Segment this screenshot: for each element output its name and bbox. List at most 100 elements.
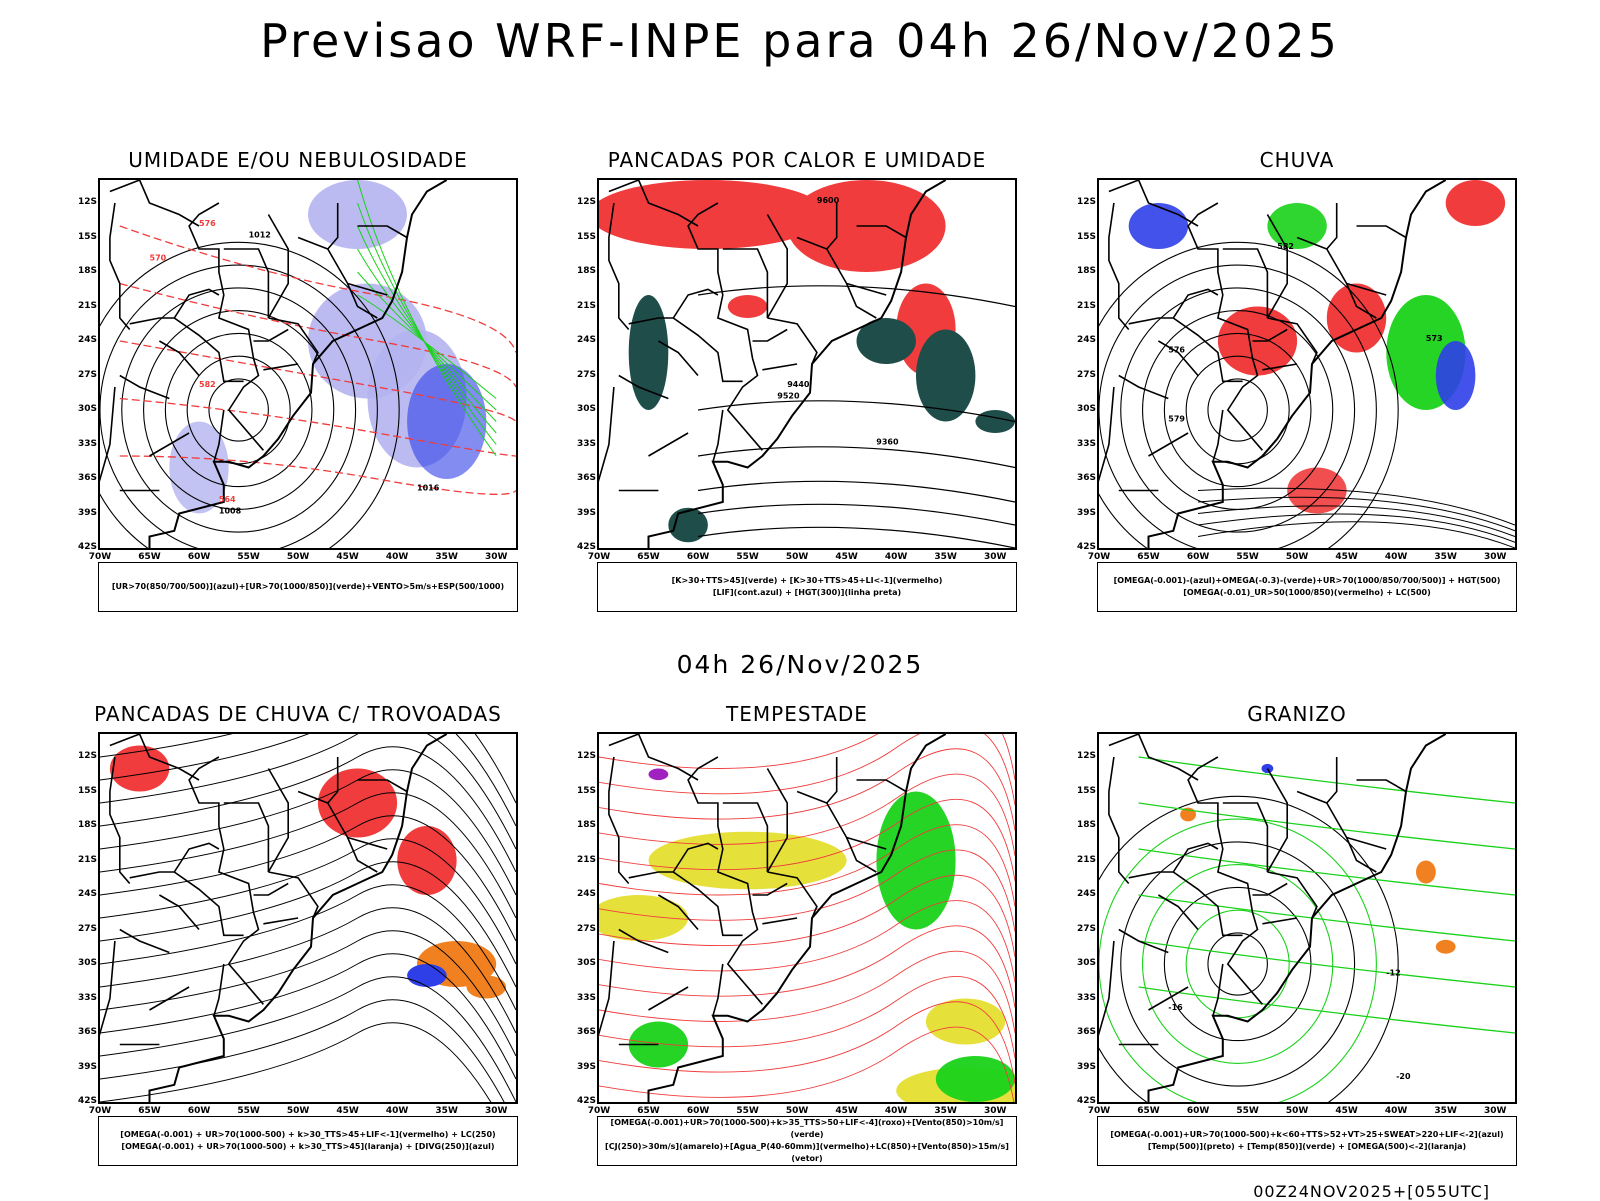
legend-box: [OMEGA(-0.001)+UR>70(1000-500)+k<60+TTS>…	[1097, 1116, 1517, 1166]
shaded-area	[1416, 860, 1436, 884]
border-line	[856, 779, 907, 793]
border-line	[618, 374, 669, 400]
lat-tick-label: 21S	[576, 854, 596, 865]
lon-tick-label: 35W	[934, 1106, 957, 1116]
border-line	[268, 871, 319, 919]
border-line	[268, 317, 319, 365]
border-line	[762, 363, 798, 371]
lon-tick-label: 65W	[1137, 1106, 1160, 1116]
panel-tempestade: TEMPESTADE 12S 15S 18S 21S 24S 27S 30S 33S 36S 39S…	[577, 702, 1017, 1182]
shaded-area	[1287, 467, 1347, 514]
contour-line	[119, 455, 516, 495]
lat-tick-label: 36S	[1076, 1027, 1096, 1037]
lon-tick-label: 70W	[587, 552, 611, 562]
shaded-area	[648, 768, 669, 781]
legend-line: [LIF](cont.azul) + [HGT(300)](linha pret…	[712, 588, 902, 597]
contour-line	[1197, 521, 1515, 548]
lon-tick-label: 55W	[1236, 1106, 1259, 1116]
border-line	[149, 432, 190, 457]
contour-line	[1138, 848, 1515, 896]
lat-tick-label: 36S	[576, 1027, 596, 1037]
coastline	[647, 734, 947, 1102]
lat-tick-label: 39S	[77, 507, 97, 518]
contour-label: 1016	[417, 484, 440, 493]
contour-line	[121, 287, 357, 533]
shaded-area	[925, 998, 1006, 1045]
border-line	[1099, 386, 1115, 482]
contour-lines	[100, 180, 516, 548]
lon-tick-label: 70W	[587, 1106, 611, 1116]
border-line	[109, 756, 131, 885]
border-line	[158, 894, 200, 931]
border-line	[1266, 768, 1288, 873]
contour-line	[1198, 496, 1515, 532]
contour-line	[1197, 513, 1515, 543]
lat-tick-label: 27S	[576, 923, 596, 934]
border-line	[752, 882, 788, 896]
border-line	[826, 203, 838, 250]
contour-line	[1142, 864, 1334, 1064]
lon-tick-label: 60W	[1186, 552, 1210, 562]
lat-tick-label: 33S	[77, 992, 97, 1003]
border-line	[766, 768, 788, 873]
border-line	[599, 386, 615, 482]
lon-tick-label: 60W	[187, 1106, 211, 1116]
contour-line	[599, 925, 1015, 1008]
lat-tick-label: 42S	[576, 1096, 596, 1106]
shaded-area	[975, 410, 1015, 433]
border-line	[1128, 288, 1219, 325]
contour-line	[1207, 378, 1268, 442]
lat-tick-label: 33S	[576, 438, 596, 449]
lat-tick-label: 12S	[576, 197, 596, 207]
border-line	[100, 386, 116, 482]
border-line	[253, 882, 289, 896]
legend-line: [OMEGA(-0.001)+UR>70(1000-500)+k>35_TTS>…	[610, 1118, 1004, 1139]
panel-pancadas-calor: PANCADAS POR CALOR E UMIDADE 9600 9520 9440…	[577, 148, 1017, 628]
border-line	[357, 779, 408, 793]
lat-tick-label: 30S	[576, 404, 596, 414]
lon-tick-label: 45W	[835, 552, 858, 562]
lat-tick-label: 42S	[576, 542, 596, 552]
contour-label: 564	[219, 495, 236, 504]
contour-line	[599, 900, 1015, 983]
lat-tick-label: 18S	[77, 820, 97, 830]
lat-tick-label: 42S	[1076, 542, 1096, 552]
map-svg: 582 576 573 579	[1099, 180, 1515, 548]
border-line	[767, 317, 818, 365]
lat-tick-label: 15S	[77, 231, 97, 242]
lat-tick-label: 27S	[77, 369, 97, 380]
border-line	[608, 180, 699, 227]
lat-tick-label: 18S	[576, 266, 596, 276]
lon-tick-label: 50W	[1285, 552, 1309, 562]
shaded-area	[1267, 203, 1327, 249]
contour-line	[1120, 287, 1356, 533]
streamline	[100, 815, 516, 942]
border-line	[1267, 317, 1318, 365]
lon-tick-label: 70W	[1087, 552, 1111, 562]
shaded-area	[856, 318, 916, 364]
contour-line	[599, 874, 1015, 958]
lat-tick-label: 15S	[77, 785, 97, 796]
lon-tick-label: 35W	[934, 552, 957, 562]
legend-line: [OMEGA(-0.001) + UR>70(1000-500) + k>30_…	[121, 1142, 495, 1151]
run-info: 00Z24NOV2025+[055UTC]	[1253, 1182, 1490, 1201]
lon-tick-label: 60W	[187, 552, 211, 562]
contour-line	[599, 976, 1015, 1059]
streamline	[100, 734, 516, 850]
map-plot	[98, 732, 518, 1104]
contour-label: 9520	[777, 392, 800, 401]
lat-tick-label: 30S	[576, 958, 596, 968]
border-line	[173, 317, 244, 383]
border-line	[1118, 374, 1169, 400]
lat-tick-label: 24S	[576, 335, 596, 345]
lat-tick-label: 30S	[77, 958, 97, 968]
border-line	[119, 374, 170, 400]
border-line	[1172, 871, 1243, 937]
contour-line	[697, 400, 1015, 423]
streamline	[100, 769, 516, 896]
lat-tick-label: 21S	[77, 854, 97, 865]
lon-tick-label: 50W	[785, 1106, 809, 1116]
legend-line: [Temp(500)](preto) + [Temp(850)](verde) …	[1147, 1142, 1467, 1151]
legend-line: [OMEGA(-0.01)_UR>50(1000/850)(vermelho) …	[1183, 588, 1431, 597]
border-line	[297, 236, 388, 296]
